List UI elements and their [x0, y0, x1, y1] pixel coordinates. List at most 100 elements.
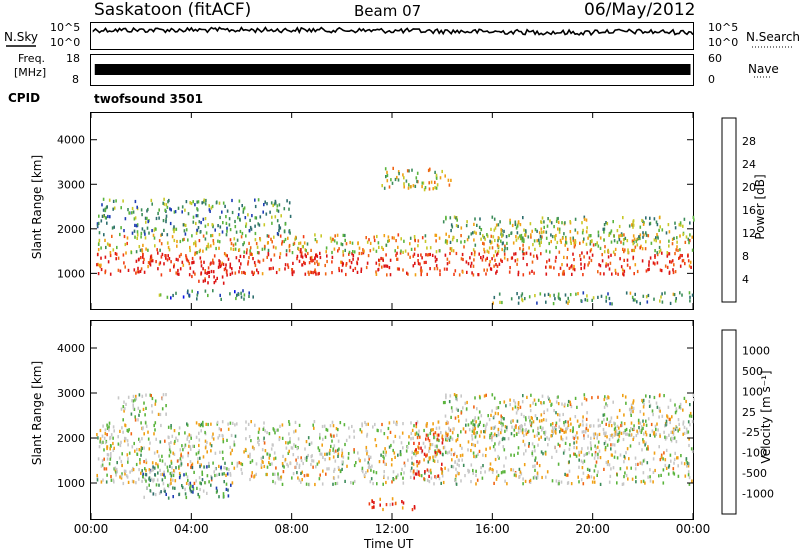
velocity-cell — [539, 425, 542, 429]
power-cell — [645, 231, 647, 235]
velocity-cell — [300, 458, 303, 463]
power-cell — [198, 239, 201, 243]
power-cell — [533, 271, 535, 275]
power-cell — [195, 221, 197, 226]
velocity-cell — [433, 459, 436, 463]
power-cell — [326, 254, 328, 258]
power-cell — [203, 198, 205, 202]
velocity-cell — [541, 428, 543, 432]
power-cell — [270, 237, 272, 241]
power-cell — [522, 247, 525, 251]
velocity-cell — [233, 443, 236, 447]
velocity-cell — [540, 450, 543, 454]
velocity-cell — [155, 483, 158, 487]
velocity-cell — [112, 478, 115, 482]
velocity-cell — [442, 446, 445, 450]
power-cell — [115, 257, 117, 261]
velocity-cell — [403, 461, 406, 465]
power-cell — [102, 208, 105, 212]
power-cell — [548, 241, 550, 246]
velocity-cell — [336, 433, 338, 437]
velocity-cell — [669, 420, 671, 425]
velocity-cell — [370, 477, 373, 481]
power-cell — [195, 231, 198, 235]
power-cell — [623, 258, 625, 262]
power-cell — [149, 263, 152, 267]
velocity-data-cells — [96, 393, 695, 512]
velocity-cell — [454, 478, 456, 482]
power-cell — [271, 215, 273, 219]
power-cell — [209, 209, 211, 213]
power-cell — [632, 298, 635, 302]
power-cell — [564, 221, 566, 225]
velocity-cell — [591, 396, 593, 400]
power-cell — [472, 273, 475, 277]
velocity-cell — [423, 428, 425, 433]
power-cell — [113, 225, 115, 229]
power-cell — [197, 200, 200, 204]
power-cell — [216, 200, 218, 204]
power-cell — [405, 179, 408, 183]
power-cell — [622, 272, 624, 276]
power-cell — [608, 296, 611, 301]
velocity-cell — [280, 477, 282, 481]
velocity-cell — [161, 459, 164, 463]
velocity-cell — [164, 439, 166, 443]
power-cell — [166, 233, 169, 237]
power-cell — [244, 216, 247, 220]
velocity-cell — [312, 465, 314, 469]
power-cell — [325, 250, 327, 254]
power-cell — [208, 270, 211, 274]
velocity-cell — [557, 442, 560, 446]
power-cell — [456, 218, 458, 222]
power-cell — [519, 223, 522, 227]
power-cell — [402, 250, 404, 254]
velocity-cell — [329, 448, 331, 452]
velocity-cell — [519, 405, 522, 409]
velocity-cell — [135, 462, 138, 467]
power-cell — [239, 218, 241, 222]
velocity-cell — [625, 427, 628, 432]
velocity-cell — [586, 411, 588, 415]
velocity-cell — [402, 501, 405, 505]
power-cell — [639, 233, 642, 237]
power-cell — [623, 233, 625, 237]
power-cell — [642, 231, 644, 235]
velocity-cell — [262, 460, 264, 464]
velocity-cell — [629, 411, 632, 415]
velocity-cell — [511, 407, 514, 411]
velocity-cell — [290, 446, 293, 450]
velocity-cell — [127, 443, 129, 447]
power-cell — [545, 236, 548, 240]
power-cell — [158, 293, 161, 297]
power-cell — [175, 257, 178, 261]
velocity-cell — [151, 468, 153, 472]
velocity-cell — [557, 402, 560, 406]
velocity-cell — [282, 454, 284, 458]
noise-tick-top: 10^5 — [50, 21, 81, 34]
velocity-cell — [639, 429, 641, 433]
power-cell — [474, 243, 477, 247]
power-cell — [185, 200, 188, 204]
power-cell — [479, 217, 481, 221]
velocity-cell — [640, 430, 643, 434]
power-cell — [185, 254, 187, 258]
velocity-cell — [645, 433, 648, 437]
velocity-cell — [465, 418, 468, 422]
velocity-cell — [383, 470, 385, 474]
velocity-cell — [228, 467, 230, 472]
power-cell — [283, 230, 286, 234]
velocity-cell — [193, 444, 195, 448]
velocity-cell — [124, 436, 126, 440]
velocity-cell — [635, 480, 637, 484]
velocity-cell — [383, 432, 386, 436]
power-cell — [618, 235, 620, 239]
power-cell — [494, 226, 497, 230]
velocity-cell — [608, 421, 611, 425]
velocity-cell — [484, 470, 486, 474]
velocity-cell — [607, 395, 609, 399]
power-cell — [557, 292, 560, 296]
velocity-cell — [624, 471, 626, 475]
power-cell — [248, 229, 251, 233]
power-ytick-label: 1000 — [57, 267, 85, 280]
